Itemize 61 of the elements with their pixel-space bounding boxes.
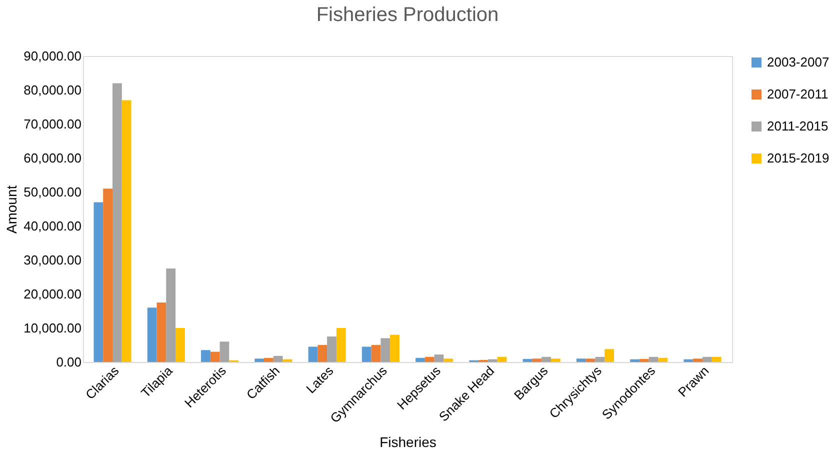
bar bbox=[712, 356, 722, 362]
legend-label: 2015-2019 bbox=[767, 150, 830, 166]
bar bbox=[416, 358, 425, 362]
bar bbox=[532, 358, 542, 362]
bar bbox=[220, 342, 230, 362]
bar bbox=[94, 202, 104, 362]
legend-label: 2011-2015 bbox=[767, 118, 828, 134]
y-tick-label: 90,000.00 bbox=[24, 48, 82, 64]
bar bbox=[576, 358, 586, 362]
bar bbox=[371, 345, 381, 362]
chart-title: Fisheries Production bbox=[316, 4, 499, 26]
bar bbox=[595, 356, 605, 362]
y-tick-label: 30,000.00 bbox=[24, 252, 82, 268]
y-tick-label: 10,000.00 bbox=[24, 320, 82, 336]
y-tick-label: 20,000.00 bbox=[24, 286, 82, 302]
bar bbox=[122, 100, 132, 362]
bar bbox=[380, 338, 390, 362]
bar bbox=[550, 358, 560, 362]
bar bbox=[362, 346, 372, 362]
y-tick-label: 0.00 bbox=[56, 354, 82, 370]
bar bbox=[166, 268, 176, 362]
bar bbox=[630, 359, 640, 362]
bar bbox=[542, 356, 551, 362]
y-tick-label: 70,000.00 bbox=[24, 116, 82, 132]
bar bbox=[684, 359, 694, 362]
bar bbox=[176, 328, 185, 362]
y-tick-label: 60,000.00 bbox=[24, 150, 82, 166]
bar bbox=[604, 349, 614, 362]
bar bbox=[658, 358, 668, 362]
bar bbox=[648, 356, 658, 362]
bar bbox=[639, 358, 649, 362]
bar bbox=[273, 356, 283, 362]
y-axis-title: Amount bbox=[4, 185, 20, 234]
bar bbox=[210, 352, 220, 362]
y-tick-label: 50,000.00 bbox=[24, 184, 82, 200]
bar bbox=[424, 356, 434, 362]
bar bbox=[444, 358, 454, 362]
bar bbox=[254, 358, 264, 362]
bar bbox=[327, 336, 336, 362]
y-tick-label: 40,000.00 bbox=[24, 218, 82, 234]
legend-label: 2003-2007 bbox=[767, 54, 830, 70]
bar bbox=[522, 358, 532, 362]
legend-label: 2007-2011 bbox=[767, 86, 828, 102]
bar bbox=[488, 359, 498, 362]
bar bbox=[147, 308, 157, 362]
bar bbox=[693, 358, 702, 362]
bar bbox=[201, 350, 210, 362]
bar bbox=[336, 328, 346, 362]
bar bbox=[156, 302, 166, 362]
bar bbox=[390, 334, 400, 362]
bar bbox=[434, 354, 444, 362]
y-tick-label: 80,000.00 bbox=[24, 82, 82, 98]
x-axis-title: Fisheries bbox=[380, 434, 436, 450]
bar bbox=[103, 188, 112, 362]
bar bbox=[586, 358, 596, 362]
bar bbox=[702, 356, 712, 362]
bar bbox=[497, 356, 507, 362]
bar bbox=[308, 346, 318, 362]
bar bbox=[112, 83, 122, 362]
bar bbox=[318, 345, 328, 362]
bar bbox=[264, 358, 274, 362]
